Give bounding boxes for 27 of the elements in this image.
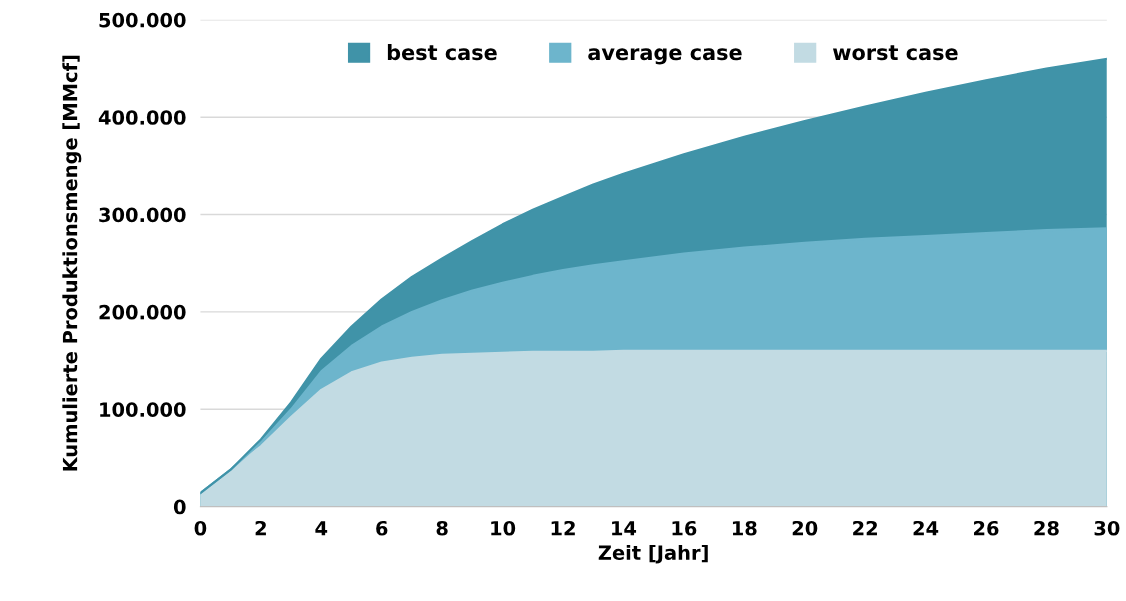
x-tick-label: 12 xyxy=(551,520,575,536)
y-tick-label: 300.000 xyxy=(99,207,186,223)
x-tick-label: 10 xyxy=(491,520,516,536)
x-tick-label: 22 xyxy=(853,520,877,536)
y-tick-label: 100.000 xyxy=(100,402,186,417)
y-tick-label: 500.000 xyxy=(99,12,186,28)
y-tick-label: 0 xyxy=(173,499,186,515)
x-tick-label: 0 xyxy=(194,520,207,536)
y-tick-label: 400.000 xyxy=(98,110,186,125)
x-axis-title: Zeit [Jahr] xyxy=(598,544,708,564)
x-tick-label: 4 xyxy=(315,521,328,536)
legend-label: best case xyxy=(387,44,497,61)
x-tick-label: 24 xyxy=(913,520,939,536)
x-tick-label: 8 xyxy=(436,520,448,536)
x-tick-label: 26 xyxy=(974,520,999,536)
x-tick-label: 6 xyxy=(376,520,388,536)
x-tick-label: 16 xyxy=(672,520,697,536)
y-tick-label: 200.000 xyxy=(99,304,186,320)
x-tick-label: 30 xyxy=(1094,520,1120,536)
x-tick-label: 28 xyxy=(1034,520,1059,536)
x-tick-label: 14 xyxy=(612,521,637,536)
y-axis-title: Kumulierte Produktionsmenge [MMcf] xyxy=(62,55,82,471)
x-tick-label: 2 xyxy=(255,520,266,536)
x-tick-label: 18 xyxy=(732,520,757,536)
legend-label: worst case xyxy=(832,45,958,61)
legend-label: average case xyxy=(588,48,742,65)
x-tick-label: 20 xyxy=(792,520,818,536)
